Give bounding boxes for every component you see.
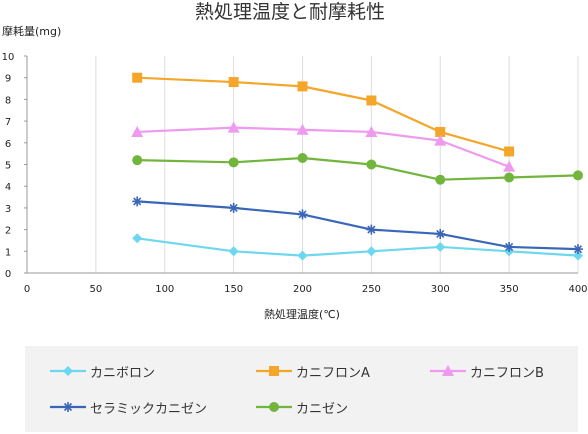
data-point xyxy=(132,233,143,244)
legend-swatch xyxy=(256,402,292,412)
data-point xyxy=(132,155,143,166)
legend-label: セラミックカニゼン xyxy=(90,401,208,417)
series-line xyxy=(137,126,510,168)
data-point xyxy=(132,72,143,83)
tick-labels: 0 50 100 150 200 250 300 350 400 0 1 2 3 4 5 6 7 8 9 10 xyxy=(2,52,588,295)
data-point xyxy=(573,244,583,255)
legend-marker xyxy=(442,365,454,376)
legend-label: カニゼン xyxy=(296,401,349,417)
x-tick-label: 350 xyxy=(500,284,519,295)
data-point xyxy=(297,81,308,92)
y-tick-label: 0 xyxy=(5,269,11,280)
data-point xyxy=(504,146,515,157)
x-tick-label: 250 xyxy=(362,284,381,295)
y-tick-label: 2 xyxy=(5,226,11,237)
legend-swatch xyxy=(50,402,86,412)
legend-marker xyxy=(269,402,279,412)
x-tick-label: 200 xyxy=(293,284,312,295)
y-tick-label: 10 xyxy=(2,52,15,63)
chart-title: 熱処理温度と耐摩耗性 xyxy=(195,1,385,23)
legend-item: カニゼン xyxy=(256,397,348,417)
legend-swatch xyxy=(430,365,466,376)
data-point xyxy=(366,246,377,257)
legend-label: カニフロンA xyxy=(296,365,370,381)
data-point xyxy=(573,250,583,261)
series-line xyxy=(137,76,510,153)
legend-marker xyxy=(63,402,73,412)
data-point xyxy=(227,121,240,133)
legend-marker xyxy=(63,366,73,376)
legend-label: カニボロン xyxy=(90,365,156,381)
y-tick-label: 3 xyxy=(5,204,11,215)
data-point xyxy=(131,125,144,137)
data-point xyxy=(228,77,239,88)
series-line xyxy=(137,200,579,251)
series-lines xyxy=(131,72,583,261)
data-point xyxy=(435,228,446,239)
data-point xyxy=(297,250,308,261)
axes xyxy=(24,55,578,274)
data-point xyxy=(366,224,377,235)
x-tick-label: 50 xyxy=(90,284,103,295)
legend-swatch xyxy=(256,366,292,376)
data-point xyxy=(228,246,239,257)
x-tick-label: 300 xyxy=(431,284,450,295)
data-point xyxy=(503,160,516,172)
y-tick-label: 8 xyxy=(5,95,11,106)
legend-swatch xyxy=(50,366,86,376)
data-point xyxy=(365,125,378,137)
data-point xyxy=(366,95,377,106)
data-point xyxy=(573,170,583,181)
y-axis-label: 摩耗量(mg) xyxy=(2,24,61,38)
data-point xyxy=(434,134,447,146)
data-point xyxy=(296,123,309,135)
data-point xyxy=(132,196,143,207)
legend-item: セラミックカニゼン xyxy=(50,397,207,417)
data-point xyxy=(435,126,446,137)
data-point xyxy=(228,202,239,213)
y-tick-label: 6 xyxy=(5,139,11,150)
legend-item: カニボロン xyxy=(50,361,155,381)
y-tick-label: 5 xyxy=(5,161,11,172)
data-point xyxy=(435,241,446,252)
y-tick-label: 7 xyxy=(5,117,11,128)
y-tick-label: 4 xyxy=(5,182,11,193)
data-point xyxy=(228,157,239,168)
legend-label: カニフロンB xyxy=(470,365,544,381)
data-point xyxy=(297,209,308,220)
legend: カニボロン カニフロンA カニフロンB セラミックカニゼン カニゼン xyxy=(25,346,578,432)
legend-item: カニフロンB xyxy=(430,361,544,381)
data-point xyxy=(366,159,377,170)
x-tick-label: 400 xyxy=(568,284,587,295)
legend-marker xyxy=(269,366,279,376)
x-tick-label: 100 xyxy=(155,284,174,295)
y-tick-label: 9 xyxy=(5,74,11,85)
x-tick-label: 0 xyxy=(24,284,30,295)
data-point xyxy=(504,172,515,183)
x-tick-label: 150 xyxy=(224,284,243,295)
x-axis-label: 熱処理温度(℃) xyxy=(264,307,340,321)
data-point xyxy=(435,174,446,185)
data-point xyxy=(504,241,515,252)
data-point xyxy=(297,152,308,163)
y-tick-label: 1 xyxy=(5,247,11,258)
legend-item: カニフロンA xyxy=(256,361,370,381)
